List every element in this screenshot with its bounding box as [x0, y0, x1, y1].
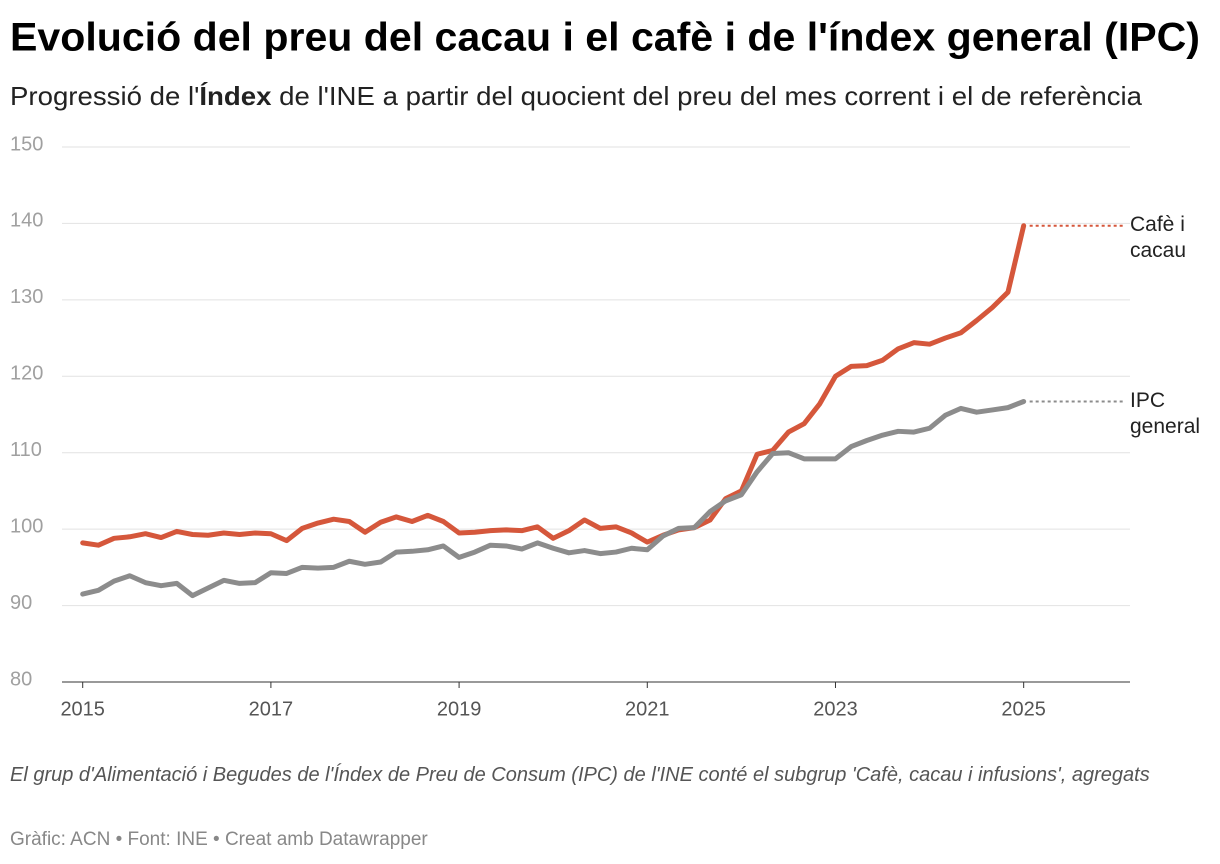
subtitle-part: Índex: [199, 81, 272, 111]
source: Gràfic: ACN • Font: INE • Creat amb Data…: [10, 829, 428, 850]
y-tick-label: 110: [10, 439, 42, 461]
chart-title: Evolució del preu del cacau i el cafè i …: [10, 16, 1200, 60]
y-tick-label: 150: [10, 133, 43, 155]
y-tick-label: 130: [10, 286, 43, 308]
series-label: Cafè i cacau: [1130, 212, 1187, 262]
series-label: IPC general: [1130, 388, 1201, 438]
x-tick-label: 2015: [60, 698, 105, 720]
y-tick-label: 120: [10, 363, 43, 385]
note: El grup d'Alimentació i Begudes de l'Índ…: [10, 764, 1150, 786]
y-tick-label: 140: [10, 210, 43, 232]
note-box: El grup d'Alimentació i Begudes de l'Índ…: [10, 764, 1150, 786]
x-tick-label: 2025: [1001, 698, 1046, 720]
subtitle-part: de l'INE a partir del quocient del preu …: [271, 81, 1142, 111]
x-tick-label: 2017: [249, 698, 294, 720]
series-label-box: IPC general: [1130, 388, 1201, 438]
x-tick-label: 2021: [625, 698, 670, 720]
series-line: [80, 399, 1027, 599]
y-tick-label: 80: [10, 668, 32, 690]
series-label-box: Cafè i cacau: [1130, 212, 1187, 262]
x-tick-label: 2023: [813, 698, 858, 720]
x-tick-label: 2019: [437, 698, 482, 720]
chart-subtitle: Progressió de l' Índex de l'INE a partir …: [10, 81, 1143, 111]
series-line: [80, 223, 1027, 548]
y-tick-label: 90: [10, 592, 32, 614]
subtitle-part: Progressió de l': [10, 81, 199, 111]
y-tick-label: 100: [10, 515, 43, 537]
